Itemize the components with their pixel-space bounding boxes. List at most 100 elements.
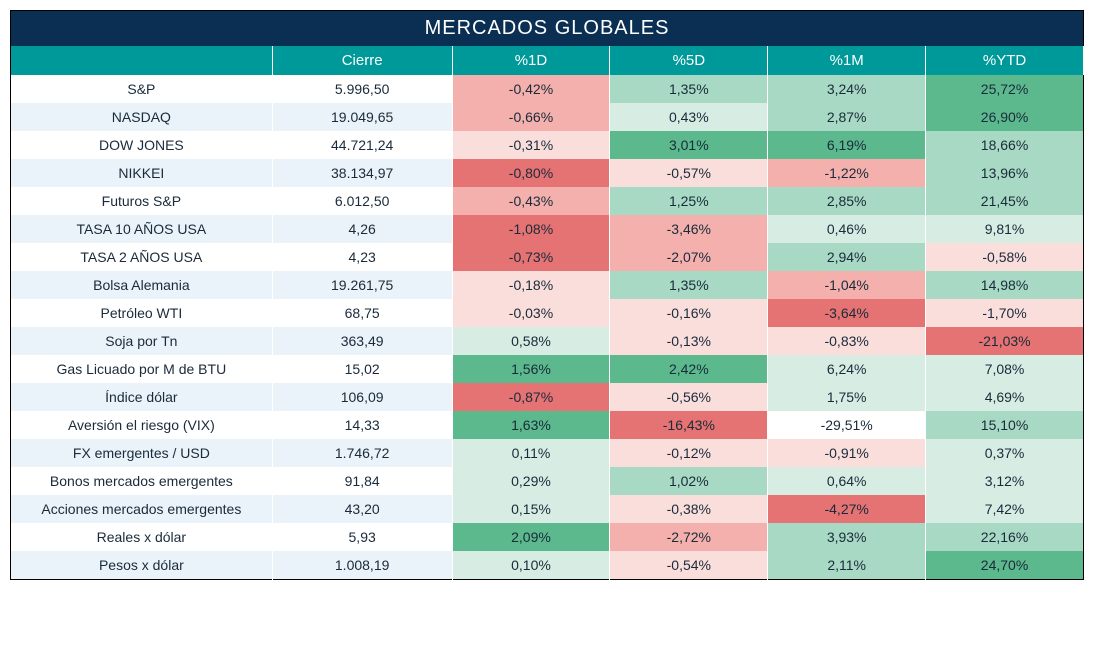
pct-m1: 2,94% <box>768 243 926 271</box>
pct-d5: -0,54% <box>610 551 768 580</box>
close-value: 19.261,75 <box>272 271 452 299</box>
close-value: 106,09 <box>272 383 452 411</box>
pct-d1: 2,09% <box>452 523 610 551</box>
table-row: NASDAQ19.049,65-0,66%0,43%2,87%26,90% <box>11 103 1084 131</box>
pct-d5: -3,46% <box>610 215 768 243</box>
pct-d1: 0,10% <box>452 551 610 580</box>
pct-ytd: 18,66% <box>926 131 1084 159</box>
table-row: NIKKEI38.134,97-0,80%-0,57%-1,22%13,96% <box>11 159 1084 187</box>
pct-m1: 2,85% <box>768 187 926 215</box>
close-value: 14,33 <box>272 411 452 439</box>
pct-ytd: 3,12% <box>926 467 1084 495</box>
close-value: 68,75 <box>272 299 452 327</box>
pct-d1: -1,08% <box>452 215 610 243</box>
header-cell: Cierre <box>272 46 452 75</box>
pct-m1: -0,91% <box>768 439 926 467</box>
pct-m1: -29,51% <box>768 411 926 439</box>
pct-ytd: 21,45% <box>926 187 1084 215</box>
pct-ytd: -0,58% <box>926 243 1084 271</box>
pct-d5: -2,07% <box>610 243 768 271</box>
pct-d1: -0,18% <box>452 271 610 299</box>
instrument-name: DOW JONES <box>11 131 273 159</box>
pct-d1: -0,87% <box>452 383 610 411</box>
pct-d5: -0,16% <box>610 299 768 327</box>
pct-ytd: 14,98% <box>926 271 1084 299</box>
close-value: 5,93 <box>272 523 452 551</box>
pct-ytd: 22,16% <box>926 523 1084 551</box>
close-value: 6.012,50 <box>272 187 452 215</box>
pct-m1: 3,93% <box>768 523 926 551</box>
close-value: 15,02 <box>272 355 452 383</box>
pct-ytd: -21,03% <box>926 327 1084 355</box>
table-row: TASA 2 AÑOS USA4,23-0,73%-2,07%2,94%-0,5… <box>11 243 1084 271</box>
pct-m1: -1,04% <box>768 271 926 299</box>
pct-m1: 1,75% <box>768 383 926 411</box>
pct-ytd: 0,37% <box>926 439 1084 467</box>
pct-d1: -0,73% <box>452 243 610 271</box>
pct-d1: -0,43% <box>452 187 610 215</box>
pct-m1: -0,83% <box>768 327 926 355</box>
pct-m1: -1,22% <box>768 159 926 187</box>
table-row: Pesos x dólar1.008,190,10%-0,54%2,11%24,… <box>11 551 1084 580</box>
pct-ytd: 13,96% <box>926 159 1084 187</box>
pct-m1: 0,64% <box>768 467 926 495</box>
instrument-name: Petróleo WTI <box>11 299 273 327</box>
pct-ytd: 26,90% <box>926 103 1084 131</box>
pct-d5: -0,12% <box>610 439 768 467</box>
pct-d5: 1,02% <box>610 467 768 495</box>
pct-m1: 2,11% <box>768 551 926 580</box>
pct-ytd: 9,81% <box>926 215 1084 243</box>
pct-d1: -0,80% <box>452 159 610 187</box>
instrument-name: Índice dólar <box>11 383 273 411</box>
pct-d5: 1,35% <box>610 271 768 299</box>
header-cell: %YTD <box>926 46 1084 75</box>
table-body: S&P5.996,50-0,42%1,35%3,24%25,72%NASDAQ1… <box>11 75 1084 580</box>
pct-d5: 1,35% <box>610 75 768 103</box>
instrument-name: Reales x dólar <box>11 523 273 551</box>
table-row: TASA 10 AÑOS USA4,26-1,08%-3,46%0,46%9,8… <box>11 215 1084 243</box>
table-row: Soja por Tn363,490,58%-0,13%-0,83%-21,03… <box>11 327 1084 355</box>
table-row: S&P5.996,50-0,42%1,35%3,24%25,72% <box>11 75 1084 103</box>
pct-ytd: 7,08% <box>926 355 1084 383</box>
close-value: 5.996,50 <box>272 75 452 103</box>
pct-d1: 0,11% <box>452 439 610 467</box>
instrument-name: NASDAQ <box>11 103 273 131</box>
pct-d5: 1,25% <box>610 187 768 215</box>
table-row: Reales x dólar5,932,09%-2,72%3,93%22,16% <box>11 523 1084 551</box>
pct-ytd: 25,72% <box>926 75 1084 103</box>
pct-d5: -0,38% <box>610 495 768 523</box>
pct-m1: 2,87% <box>768 103 926 131</box>
pct-d1: 0,15% <box>452 495 610 523</box>
pct-d5: -0,56% <box>610 383 768 411</box>
instrument-name: Pesos x dólar <box>11 551 273 580</box>
instrument-name: Acciones mercados emergentes <box>11 495 273 523</box>
pct-d1: -0,03% <box>452 299 610 327</box>
pct-d1: 0,29% <box>452 467 610 495</box>
close-value: 38.134,97 <box>272 159 452 187</box>
instrument-name: S&P <box>11 75 273 103</box>
instrument-name: Soja por Tn <box>11 327 273 355</box>
pct-d5: 0,43% <box>610 103 768 131</box>
pct-d5: -2,72% <box>610 523 768 551</box>
close-value: 43,20 <box>272 495 452 523</box>
pct-ytd: 7,42% <box>926 495 1084 523</box>
header-cell: %1D <box>452 46 610 75</box>
table-row: FX emergentes / USD1.746,720,11%-0,12%-0… <box>11 439 1084 467</box>
close-value: 44.721,24 <box>272 131 452 159</box>
pct-d1: 0,58% <box>452 327 610 355</box>
table-title: MERCADOS GLOBALES <box>11 11 1084 47</box>
pct-d5: 2,42% <box>610 355 768 383</box>
close-value: 91,84 <box>272 467 452 495</box>
table-row: Aversión el riesgo (VIX)14,331,63%-16,43… <box>11 411 1084 439</box>
table-row: Índice dólar106,09-0,87%-0,56%1,75%4,69% <box>11 383 1084 411</box>
pct-ytd: 24,70% <box>926 551 1084 580</box>
pct-m1: -3,64% <box>768 299 926 327</box>
pct-d5: 3,01% <box>610 131 768 159</box>
instrument-name: Aversión el riesgo (VIX) <box>11 411 273 439</box>
header-cell <box>11 46 273 75</box>
table-row: Acciones mercados emergentes43,200,15%-0… <box>11 495 1084 523</box>
close-value: 363,49 <box>272 327 452 355</box>
instrument-name: Gas Licuado por M de BTU <box>11 355 273 383</box>
pct-m1: 3,24% <box>768 75 926 103</box>
pct-ytd: 4,69% <box>926 383 1084 411</box>
